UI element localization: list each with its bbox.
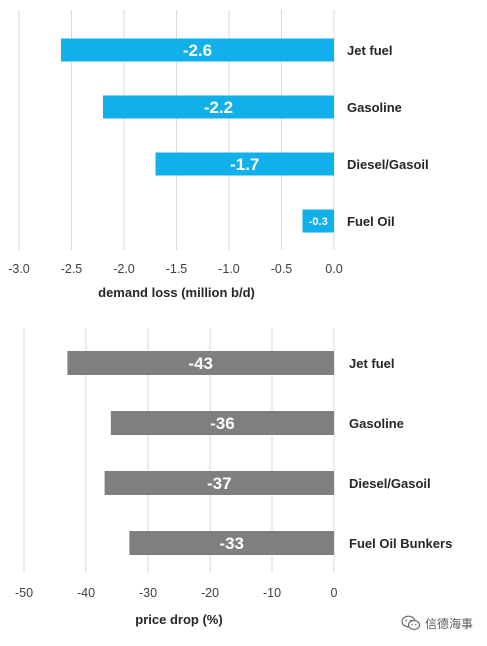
chart-1-tick-label: -0.5	[271, 262, 293, 276]
chart-2-tick-label: -30	[139, 586, 157, 600]
chart-1-bar	[61, 38, 334, 62]
chart-1-category-label: Diesel/Gasoil	[347, 157, 429, 172]
chart-1-data-label: -2.2	[204, 98, 233, 117]
chart-2-data-label: -33	[219, 534, 244, 553]
chart-1-bar	[103, 95, 334, 119]
chart-1-category-label: Fuel Oil	[347, 214, 395, 229]
chart-1-bar	[302, 209, 334, 233]
chart-2-category-label: Fuel Oil Bunkers	[349, 536, 452, 551]
wechat-icon	[401, 615, 421, 631]
chart-1-tick-label: 0.0	[325, 262, 342, 276]
chart-2-tick-label: -20	[201, 586, 219, 600]
chart-1-tick-label: -3.0	[8, 262, 30, 276]
chart-1-category-label: Jet fuel	[347, 43, 393, 58]
chart-1-tick-label: -1.5	[166, 262, 188, 276]
chart-1-tick-label: -2.5	[61, 262, 83, 276]
chart-2-tick-label: -40	[77, 586, 95, 600]
chart-2-category-label: Gasoline	[349, 416, 404, 431]
chart-2-bar	[67, 351, 335, 375]
watermark-text: 信德海事	[424, 616, 473, 631]
chart-1-data-label: -0.3	[309, 216, 328, 228]
chart-2-bar	[129, 531, 334, 555]
chart-2-tick-label: -50	[15, 586, 33, 600]
chart-1-x-axis-title: demand loss (million b/d)	[98, 285, 255, 300]
chart-2-x-axis-title: price drop (%)	[135, 612, 222, 627]
chart-1-data-label: -1.7	[230, 155, 259, 174]
chart-2-data-label: -36	[210, 414, 235, 433]
chart-2-tick-label: -10	[263, 586, 281, 600]
chart-1-tick-label: -2.0	[113, 262, 135, 276]
chart-2-tick-label: 0	[331, 586, 338, 600]
chart-2-category-label: Jet fuel	[349, 356, 395, 371]
chart-2-data-label: -43	[188, 354, 213, 373]
chart-2-bar	[110, 411, 334, 435]
watermark: 信德海事	[401, 614, 473, 632]
chart-2-category-label: Diesel/Gasoil	[349, 476, 431, 491]
chart-1-category-label: Gasoline	[347, 100, 402, 115]
chart-2-data-label: -37	[207, 474, 232, 493]
chart-2-bar	[104, 471, 334, 495]
chart-1-data-label: -2.6	[183, 41, 212, 60]
chart-1-tick-label: -1.0	[218, 262, 240, 276]
chart-1-bar	[155, 152, 334, 176]
